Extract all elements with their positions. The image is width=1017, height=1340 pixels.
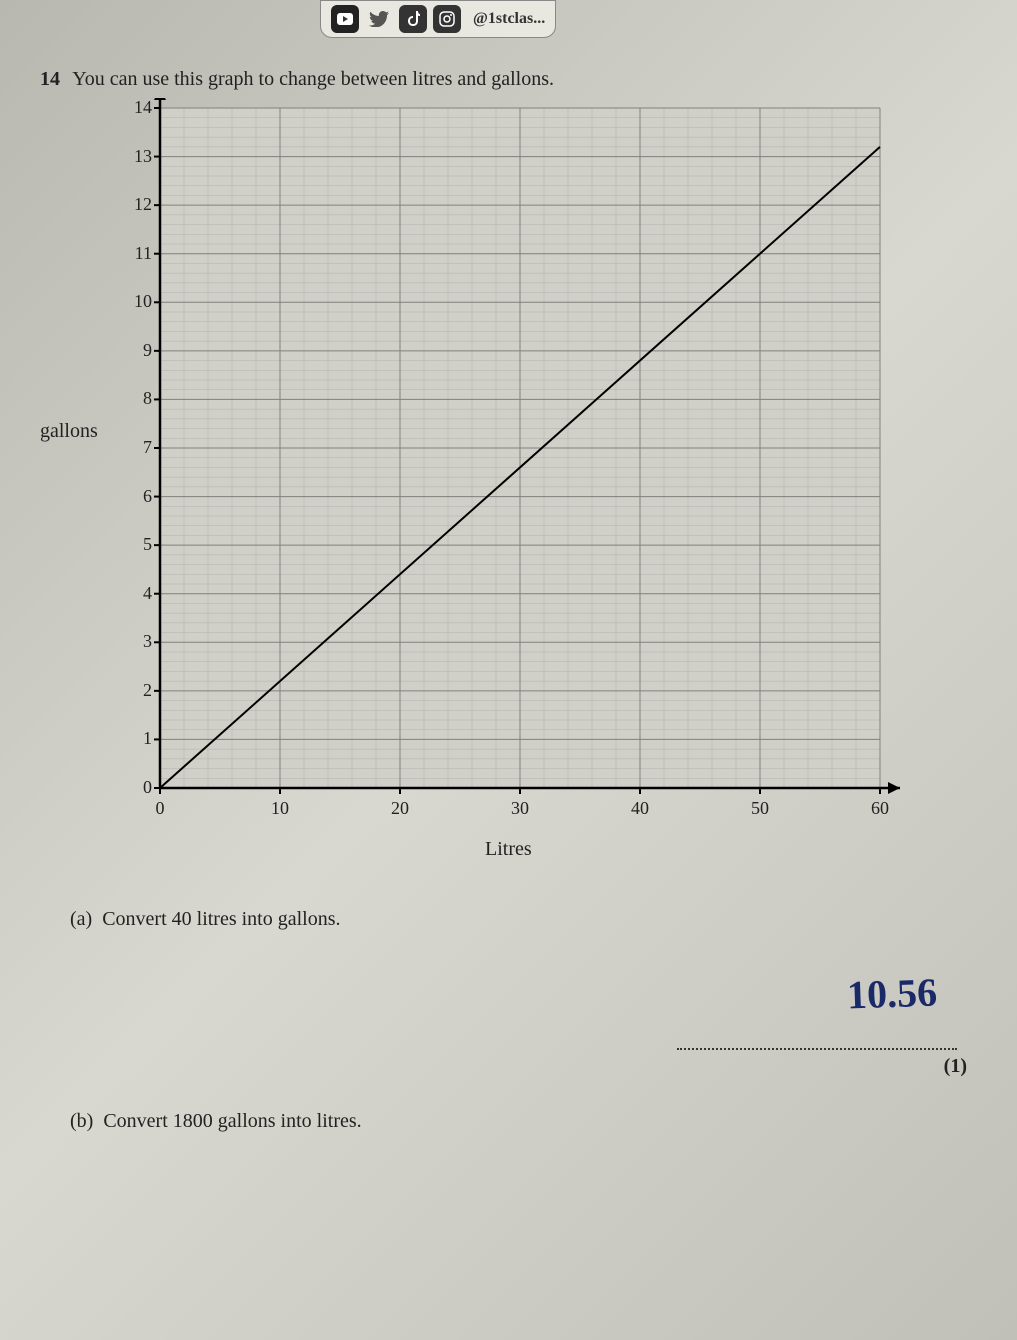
part-b-text: Convert 1800 gallons into litres. [103,1110,361,1132]
chart-svg [100,98,920,838]
xtick-20: 20 [385,798,415,819]
question-text: 14 You can use this graph to change betw… [40,68,554,91]
twitter-icon [365,5,393,33]
y-axis-label: gallons [40,420,98,443]
xtick-40: 40 [625,798,655,819]
xtick-10: 10 [265,798,295,819]
part-a-label: (a) [70,908,92,930]
ytick-6: 6 [122,486,152,507]
marks-a: (1) [944,1055,967,1078]
ytick-8: 8 [122,388,152,409]
ytick-12: 12 [122,194,152,215]
xtick-0: 0 [145,798,175,819]
xtick-60: 60 [865,798,895,819]
ytick-14: 14 [122,97,152,118]
ytick-11: 11 [122,243,152,264]
instagram-icon [433,5,461,33]
answer-line [677,1010,957,1050]
social-bar: @1stclas... [320,0,556,38]
tiktok-icon [399,5,427,33]
ytick-3: 3 [122,631,152,652]
part-a: (a) Convert 40 litres into gallons. [70,908,341,931]
part-a-text: Convert 40 litres into gallons. [102,908,340,930]
conversion-chart [100,98,920,818]
worksheet-page: @1stclas... 14 You can use this graph to… [0,0,1017,1340]
x-axis-label: Litres [485,838,532,861]
social-handle: @1stclas... [473,10,545,28]
xtick-50: 50 [745,798,775,819]
ytick-5: 5 [122,534,152,555]
ytick-4: 4 [122,583,152,604]
part-b-label: (b) [70,1110,93,1132]
ytick-7: 7 [122,437,152,458]
ytick-2: 2 [122,680,152,701]
youtube-icon [331,5,359,33]
xtick-30: 30 [505,798,535,819]
ytick-0: 0 [122,777,152,798]
question-body: You can use this graph to change between… [72,68,554,90]
question-number: 14 [40,68,60,90]
part-b: (b) Convert 1800 gallons into litres. [70,1110,362,1133]
ytick-9: 9 [122,340,152,361]
ytick-1: 1 [122,728,152,749]
ytick-10: 10 [122,291,152,312]
ytick-13: 13 [122,146,152,167]
